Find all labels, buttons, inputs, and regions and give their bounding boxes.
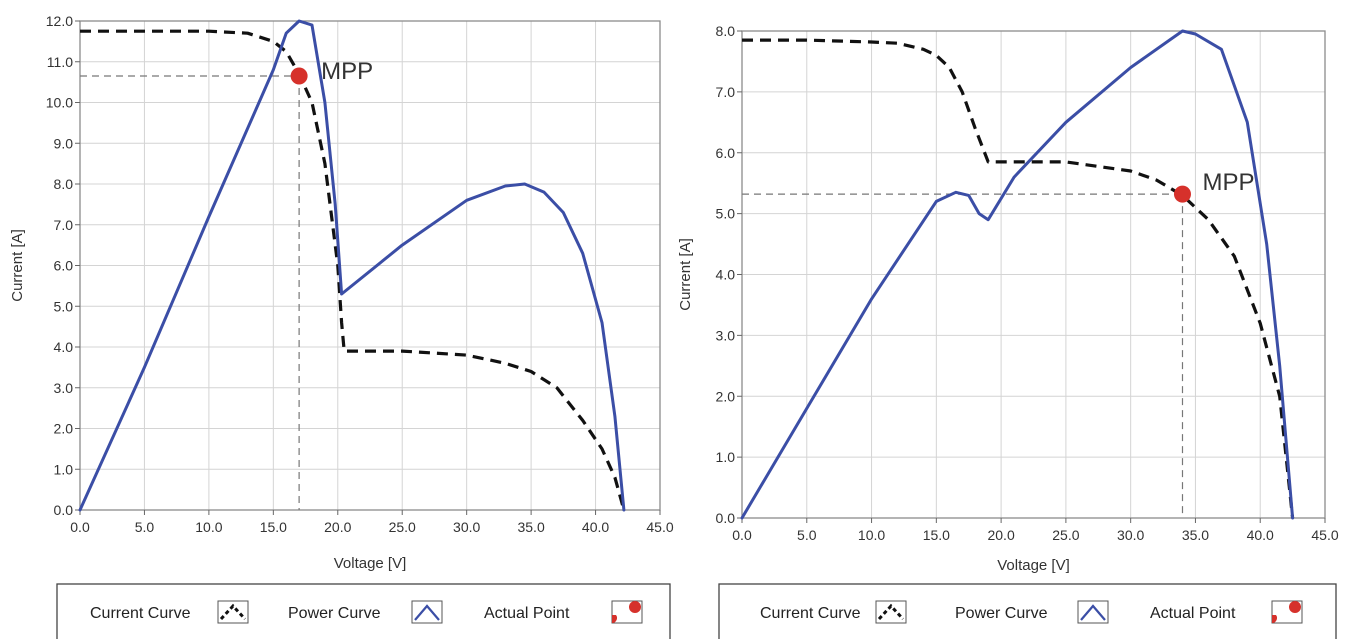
y-tick-label: 5.0 bbox=[716, 206, 736, 222]
y-tick-label: 9.0 bbox=[54, 135, 74, 151]
x-tick-label: 10.0 bbox=[195, 519, 222, 535]
x-tick-label: 25.0 bbox=[389, 519, 416, 535]
x-tick-label: 0.0 bbox=[732, 527, 752, 543]
y-tick-label: 1.0 bbox=[716, 449, 736, 465]
y-axis-label: Current [A] bbox=[677, 238, 694, 311]
actual-point-marker bbox=[290, 67, 308, 85]
icon-stroke bbox=[1080, 604, 1106, 621]
y-tick-label: 6.0 bbox=[716, 145, 736, 161]
y-tick-label: 10.0 bbox=[46, 95, 73, 111]
current-curve-line bbox=[80, 29, 626, 511]
x-tick-label: 20.0 bbox=[987, 527, 1014, 543]
mpp-label: MPP bbox=[1202, 169, 1254, 196]
x-tick-label: 0.0 bbox=[70, 519, 90, 535]
icon-stroke bbox=[414, 604, 440, 621]
legend: Current Curve Power Curve Actual Point bbox=[56, 583, 671, 643]
power-curve-line bbox=[78, 19, 626, 512]
power-curve-icon bbox=[411, 600, 443, 624]
actual-point-marker bbox=[1173, 185, 1191, 203]
power-curve-line bbox=[740, 29, 1295, 520]
y-tick-label: 8.0 bbox=[54, 176, 74, 192]
y-axis-label: Current [A] bbox=[9, 229, 26, 302]
x-tick-label: 45.0 bbox=[1311, 527, 1338, 543]
icon-frame bbox=[1077, 600, 1109, 624]
x-tick-label: 40.0 bbox=[1247, 527, 1274, 543]
icon-dot bbox=[629, 601, 641, 613]
y-tick-label: 2.0 bbox=[54, 421, 74, 437]
y-tick-label: 7.0 bbox=[54, 217, 74, 233]
y-tick-label: 5.0 bbox=[54, 298, 74, 314]
y-tick-label: 7.0 bbox=[716, 84, 736, 100]
x-tick-label: 10.0 bbox=[858, 527, 885, 543]
x-tick-label: 15.0 bbox=[923, 527, 950, 543]
y-tick-label: 4.0 bbox=[716, 267, 736, 283]
y-tick-label: 4.0 bbox=[54, 339, 74, 355]
dashed-curve-icon bbox=[875, 600, 907, 624]
legend-box bbox=[56, 583, 671, 643]
x-axis-label: Voltage [V] bbox=[334, 555, 407, 572]
x-tick-label: 35.0 bbox=[517, 519, 544, 535]
y-tick-label: 1.0 bbox=[54, 461, 74, 477]
x-tick-label: 40.0 bbox=[582, 519, 609, 535]
dashed-curve-icon bbox=[217, 600, 249, 624]
x-tick-label: 45.0 bbox=[646, 519, 673, 535]
mpp-label: MPP bbox=[321, 58, 373, 85]
y-tick-label: 11.0 bbox=[47, 54, 73, 70]
x-axis-label: Voltage [V] bbox=[997, 557, 1070, 574]
legend-label: Current Curve bbox=[760, 605, 861, 622]
power-curve-icon bbox=[1077, 600, 1109, 624]
x-tick-label: 5.0 bbox=[797, 527, 817, 543]
y-tick-label: 3.0 bbox=[716, 327, 736, 343]
icon-dot bbox=[612, 615, 617, 623]
red-dot-icon bbox=[1271, 600, 1303, 624]
y-tick-label: 8.0 bbox=[716, 23, 736, 39]
legend: Current Curve Power Curve Actual Point bbox=[718, 583, 1337, 643]
icon-frame bbox=[411, 600, 443, 624]
y-tick-label: 0.0 bbox=[716, 510, 736, 526]
x-tick-label: 20.0 bbox=[324, 519, 351, 535]
x-tick-label: 30.0 bbox=[1117, 527, 1144, 543]
icon-dot bbox=[1272, 615, 1277, 623]
icon-stroke bbox=[219, 603, 247, 621]
legend-label: Power Curve bbox=[288, 605, 381, 622]
x-tick-label: 15.0 bbox=[260, 519, 287, 535]
x-tick-label: 35.0 bbox=[1182, 527, 1209, 543]
chart-2: 0.0 1.0 2.0 3.0 4.0 5.0 6.0 7.0 8.0 0.0 5.0 10.0 15.… bbox=[677, 23, 1339, 643]
y-tick-label: 3.0 bbox=[54, 380, 74, 396]
y-tick-label: 2.0 bbox=[716, 388, 736, 404]
x-tick-label: 25.0 bbox=[1052, 527, 1079, 543]
legend-box bbox=[718, 583, 1337, 643]
chart-1: 0.0 1.0 2.0 3.0 4.0 5.0 6.0 7.0 8.0 9.0 10.0 11.0 12… bbox=[9, 13, 674, 643]
y-tick-label: 6.0 bbox=[54, 258, 74, 274]
y-tick-label: 12.0 bbox=[46, 13, 73, 29]
icon-frame bbox=[217, 600, 249, 624]
legend-label: Actual Point bbox=[484, 605, 570, 622]
legend-label: Current Curve bbox=[90, 605, 191, 622]
red-dot-icon bbox=[611, 600, 643, 624]
legend-label: Actual Point bbox=[1150, 605, 1236, 622]
icon-stroke bbox=[877, 603, 905, 621]
icon-frame bbox=[875, 600, 907, 624]
x-tick-label: 5.0 bbox=[135, 519, 155, 535]
icon-dot bbox=[1289, 601, 1301, 613]
legend-label: Power Curve bbox=[955, 605, 1048, 622]
y-tick-label: 0.0 bbox=[54, 502, 74, 518]
x-tick-label: 30.0 bbox=[453, 519, 480, 535]
